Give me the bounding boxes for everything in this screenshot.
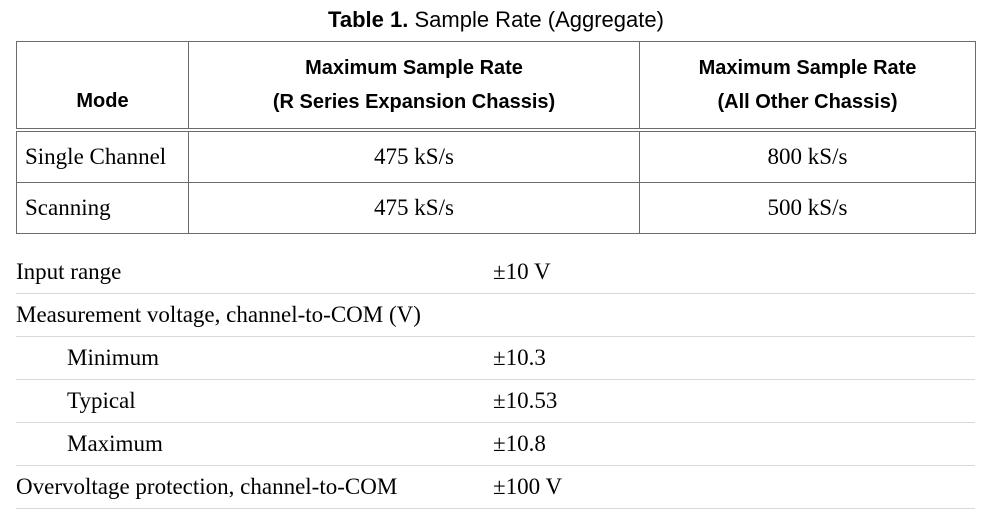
cell-mode: Scanning xyxy=(16,182,189,234)
header-r-series: Maximum Sample Rate (R Series Expansion … xyxy=(188,41,640,132)
table-row: Scanning 475 kS/s 500 kS/s xyxy=(16,182,976,234)
spec-value: ±100 V xyxy=(493,474,563,499)
cell-other-rate: 500 kS/s xyxy=(639,182,976,234)
spec-row-typical: Typical ±10.53 xyxy=(16,380,975,423)
header-r-series-line2: (R Series Expansion Chassis) xyxy=(272,91,556,113)
cell-mode: Single Channel xyxy=(16,129,189,183)
spec-value: ±10 V xyxy=(493,259,551,284)
spec-row-minimum: Minimum ±10.3 xyxy=(16,337,975,380)
spec-row-measurement-voltage: Measurement voltage, channel-to-COM (V) xyxy=(16,294,975,337)
cell-r-series-rate: 475 kS/s xyxy=(188,182,640,234)
table-row: Single Channel 475 kS/s 800 kS/s xyxy=(16,129,976,183)
cell-r-series-rate: 475 kS/s xyxy=(188,129,640,183)
spec-label: Measurement voltage, channel-to-COM (V) xyxy=(16,302,421,327)
spec-value: ±10.3 xyxy=(493,345,546,370)
spec-row-input-range: Input range ±10 V xyxy=(16,251,975,294)
spec-value: ±10.8 xyxy=(493,431,546,456)
caption-label: Table 1. xyxy=(328,7,409,32)
spec-list: Input range ±10 V Measurement voltage, c… xyxy=(16,251,975,509)
table-header-row: Mode Maximum Sample Rate (R Series Expan… xyxy=(16,41,976,132)
header-mode: Mode xyxy=(16,41,189,132)
spec-row-maximum: Maximum ±10.8 xyxy=(16,423,975,466)
header-r-series-line1: Maximum Sample Rate xyxy=(305,57,523,79)
spec-label: Input range xyxy=(16,259,122,284)
sample-rate-table: Mode Maximum Sample Rate (R Series Expan… xyxy=(16,41,976,234)
spec-label: Typical xyxy=(67,388,136,413)
header-other-chassis: Maximum Sample Rate (All Other Chassis) xyxy=(639,41,976,132)
cell-other-rate: 800 kS/s xyxy=(639,129,976,183)
spec-label: Maximum xyxy=(67,431,163,456)
spec-label: Overvoltage protection, channel-to-COM xyxy=(16,474,398,499)
spec-row-overvoltage-protection: Overvoltage protection, channel-to-COM ±… xyxy=(16,466,975,509)
spec-label: Minimum xyxy=(67,345,160,370)
spec-value: ±10.53 xyxy=(493,388,558,413)
table-caption: Table 1. Sample Rate (Aggregate) xyxy=(0,7,992,33)
header-other-line2: (All Other Chassis) xyxy=(717,91,898,113)
caption-title: Sample Rate (Aggregate) xyxy=(414,7,664,32)
header-other-line1: Maximum Sample Rate xyxy=(698,57,917,79)
